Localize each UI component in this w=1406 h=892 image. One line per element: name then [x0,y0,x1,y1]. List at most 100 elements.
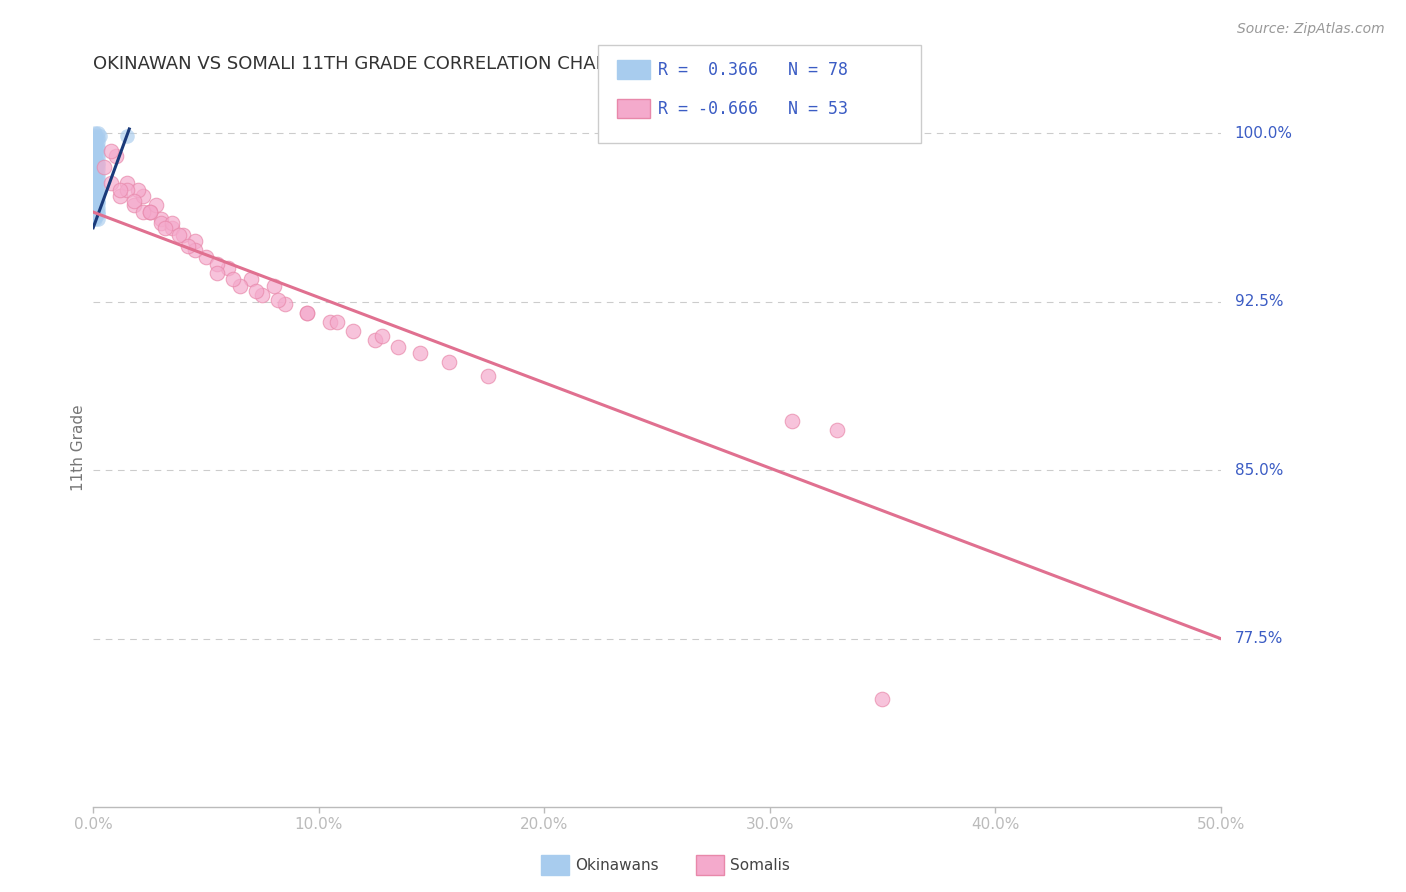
Point [84,180,107,194]
Point [122,198,145,212]
Point [439,355,461,369]
Point [172,227,194,242]
Point [86,127,108,141]
Point [84,205,107,219]
Point [84,180,107,194]
Point [84,153,107,168]
Point [222,272,245,286]
Point [84,131,107,145]
Point [84,192,107,206]
Point [86,173,108,187]
Point [167,227,190,242]
Point [84,192,107,206]
Point [84,169,107,183]
Point [84,151,107,165]
Y-axis label: 11th Grade: 11th Grade [72,404,86,491]
Point [86,183,108,197]
Point [84,210,107,224]
Point [84,164,107,178]
Point [84,202,107,217]
Point [205,266,228,280]
Point [84,162,107,177]
Point [84,133,107,147]
Point [84,198,107,212]
Point [138,205,160,219]
Text: 92.5%: 92.5% [1234,294,1284,310]
Point [84,198,107,212]
Point [84,128,107,143]
Point [371,328,394,343]
Point [93,160,115,174]
Point [84,169,107,183]
Point [132,189,155,203]
Point [84,155,107,169]
Point [84,176,107,190]
Point [86,194,108,208]
Point [872,692,894,706]
Point [177,238,200,252]
Point [84,127,107,141]
Point [84,202,107,217]
Point [409,346,432,360]
Point [127,183,149,197]
Point [297,306,319,320]
Point [86,201,108,215]
Point [115,176,138,190]
Point [84,153,107,168]
Point [183,244,205,258]
Point [84,171,107,186]
Point [267,293,290,307]
Point [780,414,803,428]
Text: Somalis: Somalis [730,858,790,872]
Point [84,145,107,159]
Point [274,297,297,311]
Point [149,216,172,230]
Point [86,136,108,150]
Point [86,178,108,193]
Point [183,234,205,248]
Text: R =  0.366   N = 78: R = 0.366 N = 78 [658,61,848,78]
Point [84,164,107,178]
Point [84,146,107,161]
Point [86,158,108,172]
Point [297,306,319,320]
Point [218,261,240,276]
Point [86,155,108,169]
Text: OKINAWAN VS SOMALI 11TH GRADE CORRELATION CHART: OKINAWAN VS SOMALI 11TH GRADE CORRELATIO… [93,55,619,73]
Point [84,137,107,152]
Point [84,207,107,221]
Point [145,198,167,212]
Point [84,145,107,159]
Point [84,183,107,197]
Point [387,340,409,354]
Point [100,176,122,190]
Point [86,171,108,186]
Point [86,189,108,203]
Text: 77.5%: 77.5% [1234,632,1282,646]
Point [110,183,132,197]
Text: 100.0%: 100.0% [1234,126,1292,141]
Point [86,142,108,156]
Point [205,257,228,271]
Point [229,279,252,293]
Point [86,185,108,199]
Point [86,167,108,181]
Point [138,205,160,219]
Point [110,189,132,203]
Point [160,216,183,230]
Point [84,211,107,226]
Point [132,205,155,219]
Point [84,196,107,211]
Point [84,185,107,199]
Point [86,151,108,165]
Point [84,160,107,174]
Point [86,205,108,219]
Point [84,187,107,202]
Point [263,279,285,293]
Point [84,136,107,150]
Point [240,272,263,286]
Point [252,288,274,302]
Point [325,315,347,329]
Text: R = -0.666   N = 53: R = -0.666 N = 53 [658,100,848,118]
Point [319,315,342,329]
